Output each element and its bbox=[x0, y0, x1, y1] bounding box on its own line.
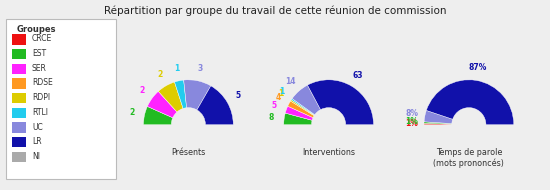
Wedge shape bbox=[292, 85, 321, 115]
Bar bbox=[12, 49, 26, 59]
Wedge shape bbox=[424, 123, 452, 125]
Text: 8%: 8% bbox=[406, 109, 419, 118]
Text: 1%: 1% bbox=[405, 119, 418, 128]
Text: Présents: Présents bbox=[171, 148, 206, 157]
Text: 5: 5 bbox=[272, 101, 277, 110]
Wedge shape bbox=[424, 122, 452, 124]
Text: 4: 4 bbox=[276, 93, 280, 102]
Bar bbox=[12, 108, 26, 118]
Text: 1: 1 bbox=[278, 89, 283, 98]
Text: RDPI: RDPI bbox=[32, 93, 50, 102]
Text: LR: LR bbox=[32, 137, 42, 146]
Wedge shape bbox=[147, 91, 177, 118]
Text: Temps de parole
(mots prononcés): Temps de parole (mots prononcés) bbox=[433, 148, 504, 168]
Text: CRCE: CRCE bbox=[32, 34, 52, 44]
Bar bbox=[12, 34, 26, 44]
Wedge shape bbox=[290, 100, 315, 116]
Text: 2: 2 bbox=[157, 70, 162, 79]
Wedge shape bbox=[288, 101, 314, 118]
Text: 3: 3 bbox=[197, 64, 203, 73]
Bar bbox=[12, 122, 26, 133]
Text: UC: UC bbox=[32, 123, 43, 131]
Wedge shape bbox=[292, 99, 315, 115]
Text: SER: SER bbox=[32, 64, 47, 73]
Wedge shape bbox=[174, 80, 186, 108]
Bar bbox=[12, 63, 26, 74]
Text: 5: 5 bbox=[235, 91, 241, 101]
Wedge shape bbox=[144, 106, 173, 125]
Wedge shape bbox=[426, 80, 514, 125]
Text: RTLI: RTLI bbox=[32, 108, 48, 117]
Text: 1: 1 bbox=[174, 64, 179, 73]
Text: 1%: 1% bbox=[405, 117, 418, 126]
Wedge shape bbox=[307, 80, 373, 125]
Text: 1: 1 bbox=[279, 87, 284, 97]
Text: 2: 2 bbox=[129, 108, 135, 117]
Bar bbox=[12, 137, 26, 147]
Text: 14: 14 bbox=[285, 77, 296, 86]
Bar bbox=[12, 93, 26, 103]
Text: RDSE: RDSE bbox=[32, 78, 53, 88]
Wedge shape bbox=[197, 86, 233, 125]
Wedge shape bbox=[285, 106, 313, 120]
Text: Groupes: Groupes bbox=[16, 25, 56, 34]
Text: 63: 63 bbox=[353, 71, 364, 80]
Text: 2: 2 bbox=[139, 86, 145, 95]
Wedge shape bbox=[158, 82, 183, 112]
Wedge shape bbox=[184, 80, 211, 110]
Text: NI: NI bbox=[32, 152, 40, 161]
Text: 87%: 87% bbox=[469, 63, 487, 72]
Wedge shape bbox=[284, 113, 312, 125]
Bar bbox=[12, 152, 26, 162]
Text: EST: EST bbox=[32, 49, 46, 58]
Text: Répartition par groupe du travail de cette réunion de commission: Répartition par groupe du travail de cet… bbox=[104, 6, 446, 16]
Text: Interventions: Interventions bbox=[302, 148, 355, 157]
FancyBboxPatch shape bbox=[6, 19, 115, 179]
Wedge shape bbox=[424, 110, 453, 124]
Text: 8: 8 bbox=[269, 113, 274, 122]
Bar bbox=[12, 78, 26, 89]
